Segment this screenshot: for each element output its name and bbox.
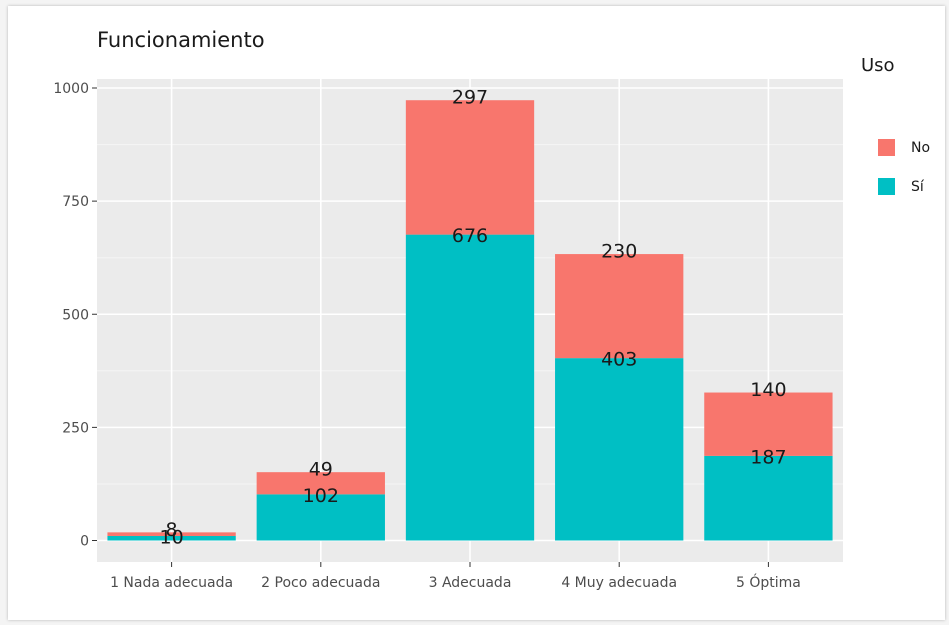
data-label-no: 230	[601, 241, 637, 263]
legend-item-no: No	[878, 139, 930, 156]
legend-item-si: Sí	[878, 178, 924, 195]
legend-label-no: No	[911, 139, 931, 156]
bar-segment-si	[405, 234, 535, 541]
bar-segment-no	[256, 472, 385, 495]
x-tick-label: 4 Muy adecuada	[561, 575, 677, 591]
data-label-si: 10	[160, 526, 184, 548]
legend-label-si: Sí	[911, 178, 924, 195]
x-tick-label: 2 Poco adecuada	[261, 575, 380, 591]
data-label-no: 49	[309, 459, 333, 481]
legend-title: Uso	[861, 55, 895, 76]
data-label-no: 297	[452, 87, 488, 109]
data-label-si: 676	[452, 225, 488, 247]
data-label-no: 140	[750, 379, 786, 401]
y-tick-label: 750	[62, 194, 89, 210]
x-tick-label: 5 Óptima	[736, 573, 801, 591]
y-tick-label: 250	[62, 420, 89, 436]
bar-segment-no	[704, 392, 833, 456]
legend-key-si	[878, 178, 895, 195]
bar-segment-si	[256, 494, 385, 541]
bar-segment-si	[555, 358, 684, 541]
data-label-si: 102	[303, 485, 339, 507]
y-tick-label: 0	[80, 534, 89, 550]
bar-segment-no	[555, 254, 684, 359]
bar-segment-si	[107, 535, 236, 541]
bar-segment-no	[405, 100, 535, 235]
y-tick-label: 1000	[53, 81, 89, 97]
bar-segment-si	[704, 455, 833, 541]
chart-title: Funcionamiento	[97, 28, 265, 52]
bar-segment-no	[107, 532, 236, 536]
legend-key-no	[878, 139, 895, 156]
data-label-no: 8	[166, 519, 178, 541]
x-tick-label: 3 Adecuada	[429, 575, 512, 591]
data-label-si: 187	[750, 446, 786, 468]
data-label-si: 403	[601, 349, 637, 371]
y-tick-label: 500	[62, 307, 89, 323]
x-tick-label: 1 Nada adecuada	[110, 575, 233, 591]
